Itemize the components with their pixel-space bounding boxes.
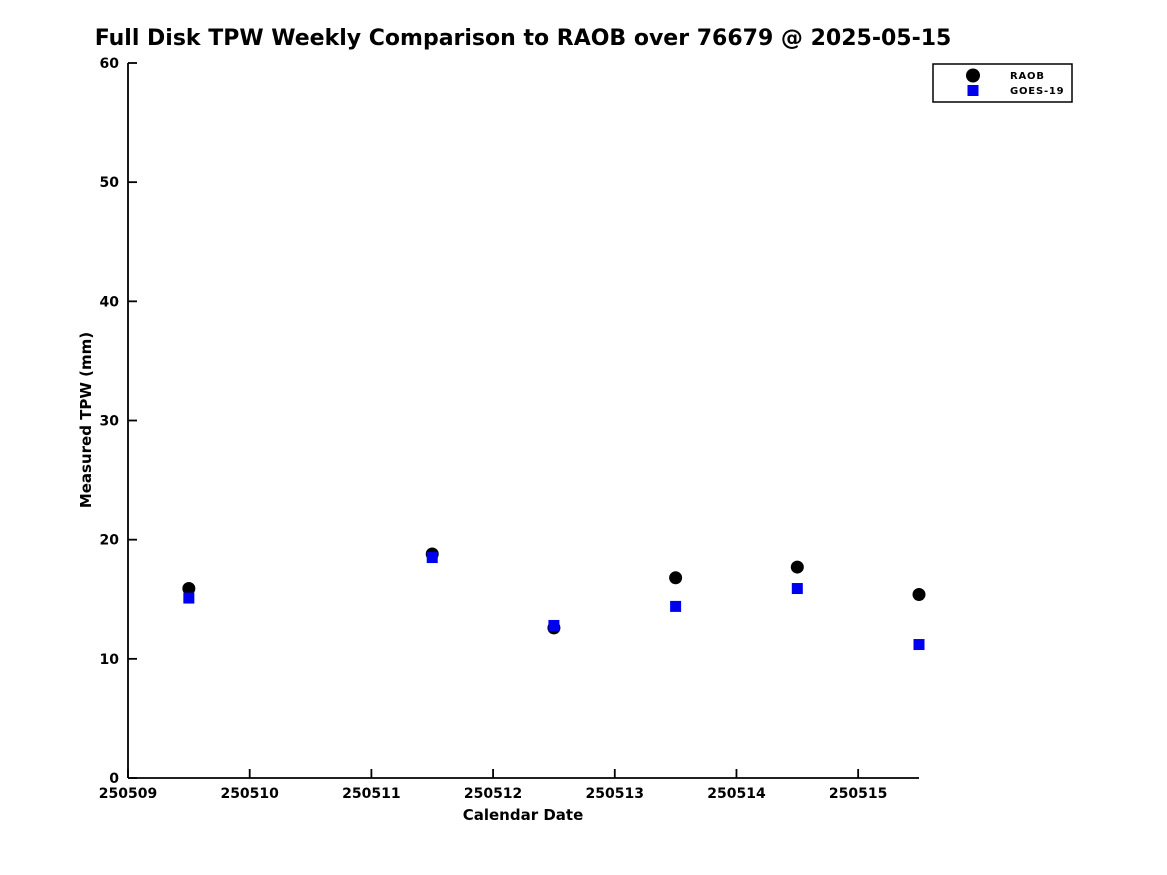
data-point-raob <box>669 571 683 585</box>
y-tick-label: 10 <box>100 652 120 668</box>
data-point-raob <box>912 587 926 601</box>
x-tick-label: 250514 <box>707 786 766 802</box>
data-point-goes-19 <box>426 552 438 564</box>
data-point-goes-19 <box>670 600 682 612</box>
y-tick-label: 60 <box>100 56 120 72</box>
axes-layer: 250509 250510 250511 250512 250513 250514 2505… <box>99 56 919 802</box>
x-tick-label: 250510 <box>220 786 279 802</box>
y-tick-label: 20 <box>100 533 120 549</box>
x-tick-label: 250509 <box>99 786 157 802</box>
data-point-goes-19 <box>183 592 195 604</box>
data-points-layer <box>182 547 926 651</box>
chart-title: Full Disk TPW Weekly Comparison to RAOB … <box>95 26 952 51</box>
x-tick-label: 250513 <box>586 786 644 802</box>
data-point-raob <box>182 582 196 596</box>
legend-markers <box>966 68 980 96</box>
y-tick-label: 30 <box>100 414 120 430</box>
y-tick-label: 40 <box>100 294 120 310</box>
legend-marker-raob <box>966 68 980 83</box>
legend-marker-goes-19 <box>967 85 979 96</box>
data-point-raob <box>790 560 804 574</box>
y-tick-label: 50 <box>100 175 120 191</box>
data-point-goes-19 <box>791 583 803 595</box>
x-tick-label: 250515 <box>829 786 887 802</box>
x-axis-label: Calendar Date <box>463 806 584 824</box>
x-tick-label: 250511 <box>342 786 400 802</box>
legend-label-goes19: GOES-19 <box>1010 86 1064 97</box>
data-point-goes-19 <box>548 619 560 631</box>
legend-label-raob: RAOB <box>1010 71 1045 82</box>
x-tick-label: 250512 <box>464 786 522 802</box>
y-axis-label: Measured TPW (mm) <box>77 332 95 508</box>
legend: RAOB GOES-19 <box>932 63 1073 103</box>
legend-box <box>932 63 1073 103</box>
data-point-goes-19 <box>913 639 925 651</box>
y-tick-label: 0 <box>109 771 119 787</box>
